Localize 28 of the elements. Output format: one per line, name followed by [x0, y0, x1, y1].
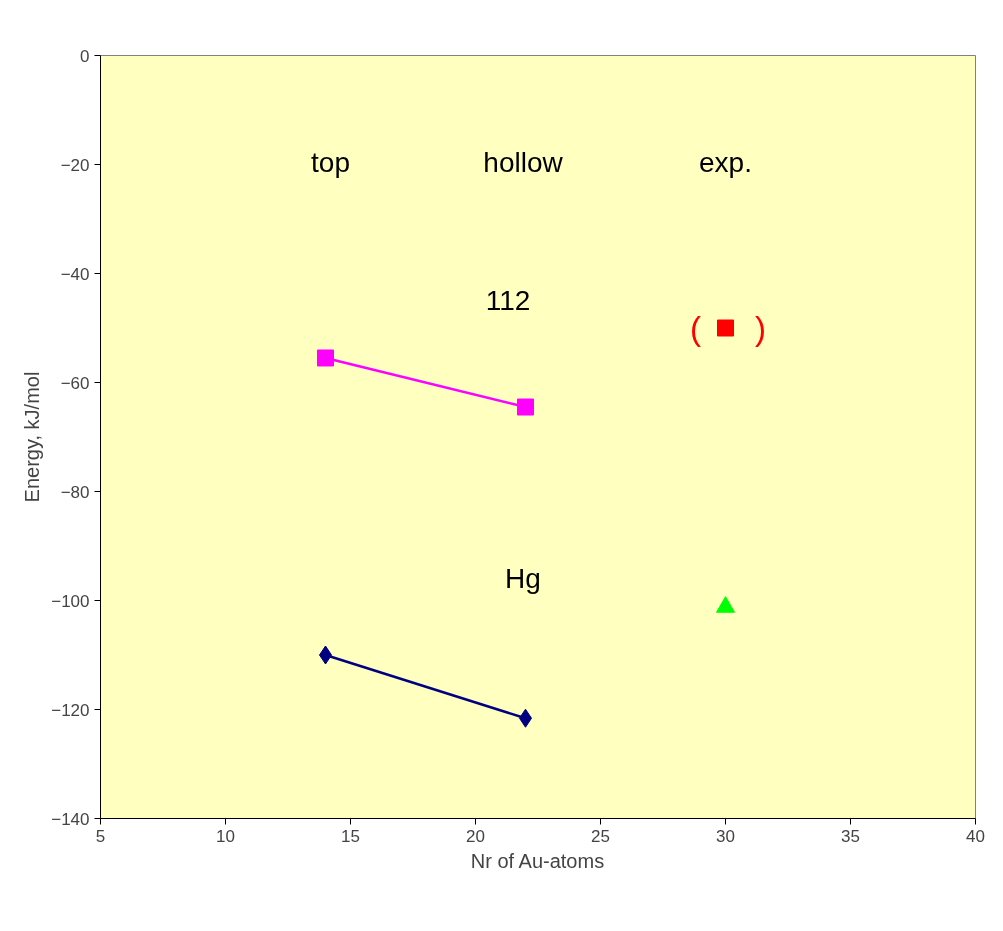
annotation: ): [755, 309, 767, 347]
y-tick-label: −40: [60, 264, 90, 284]
x-tick-label: 20: [466, 826, 485, 846]
y-tick-label: 0: [80, 46, 90, 66]
annotation: 112: [485, 285, 531, 317]
annotation: exp.: [699, 147, 752, 179]
x-axis-title: Nr of Au-atoms: [470, 849, 605, 872]
x-tick-label: 25: [591, 826, 610, 846]
y-tick-label: −60: [60, 373, 90, 393]
y-tick-label: −100: [51, 591, 90, 611]
y-tick-label: −20: [60, 155, 90, 175]
x-tick-label: 30: [716, 826, 735, 846]
annotation: (: [690, 309, 702, 347]
x-tick-label: 40: [966, 826, 985, 846]
point: [717, 319, 734, 337]
y-tick-label: −80: [60, 482, 90, 502]
point: [517, 398, 534, 416]
y-axis-title: Energy, kJ/mol: [21, 371, 44, 503]
point: [317, 349, 334, 367]
x-tick-label: 35: [841, 826, 860, 846]
y-tick-label: −120: [51, 700, 90, 720]
annotation: top: [311, 147, 350, 179]
x-tick-label: 10: [216, 826, 235, 846]
y-tick-label: −140: [51, 809, 90, 829]
annotation: Hg: [505, 563, 541, 595]
x-tick-label: 5: [95, 826, 106, 846]
x-tick-label: 15: [341, 826, 360, 846]
annotation: hollow: [483, 147, 564, 179]
